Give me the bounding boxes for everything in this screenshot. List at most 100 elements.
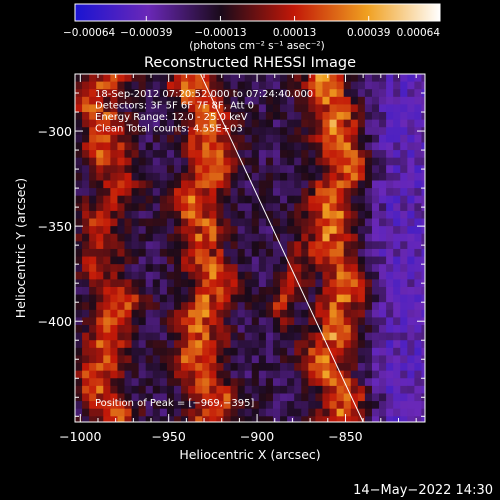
heatmap-cell: [294, 264, 302, 273]
heatmap-cell: [237, 309, 246, 318]
heatmap-cell: [265, 294, 274, 303]
heatmap-cell: [103, 150, 111, 159]
heatmap-cell: [166, 271, 175, 280]
heatmap-cell: [258, 294, 267, 303]
heatmap-cell: [230, 119, 239, 128]
heatmap-cell: [400, 302, 408, 311]
heatmap-cell: [96, 142, 104, 151]
heatmap-cell: [244, 309, 253, 318]
heatmap-cell: [195, 378, 203, 387]
heatmap-cell: [301, 256, 309, 265]
heatmap-cell: [117, 180, 125, 189]
heatmap-cell: [343, 347, 352, 356]
heatmap-cell: [371, 385, 380, 394]
heatmap-cell: [258, 309, 267, 318]
heatmap-cell: [89, 241, 97, 250]
heatmap-cell: [230, 256, 239, 265]
heatmap-cell: [202, 226, 210, 235]
heatmap-cell: [265, 119, 274, 128]
heatmap-cell: [216, 378, 224, 387]
heatmap-cell: [223, 226, 231, 235]
heatmap-cell: [322, 294, 330, 303]
heatmap-cell: [216, 74, 224, 83]
heatmap-cell: [251, 325, 260, 334]
heatmap-cell: [421, 340, 425, 349]
heatmap-cell: [364, 119, 373, 128]
heatmap-cell: [429, 120, 436, 128]
heatmap-cell: [350, 355, 359, 364]
heatmap-cell: [386, 142, 394, 151]
heatmap-cell: [117, 112, 125, 121]
heatmap-cell: [82, 104, 90, 113]
heatmap-cell: [365, 424, 372, 432]
heatmap-cell: [82, 81, 90, 90]
heatmap-cell: [223, 248, 231, 257]
heatmap-cell: [350, 279, 359, 288]
heatmap-cell: [209, 233, 217, 242]
heatmap-cell: [181, 393, 189, 402]
heatmap-cell: [280, 325, 288, 334]
heatmap-cell: [82, 248, 90, 257]
heatmap-cell: [96, 119, 104, 128]
heatmap-cell: [421, 248, 425, 257]
heatmap-cell: [308, 416, 316, 422]
heatmap-cell: [209, 408, 217, 417]
heatmap-cell: [223, 165, 231, 174]
heatmap-cell: [96, 340, 104, 349]
heatmap-cell: [357, 112, 366, 121]
heatmap-cell: [202, 112, 210, 121]
heatmap-cell: [364, 241, 373, 250]
y-axis-ticks: −300−350−400: [38, 92, 425, 417]
heatmap-cell: [131, 332, 140, 341]
heatmap-cell: [96, 332, 104, 341]
heatmap-cell: [258, 180, 267, 189]
heatmap-cell: [117, 363, 125, 372]
heatmap-cell: [138, 142, 147, 151]
heatmap-cell: [280, 81, 288, 90]
heatmap-cell: [258, 226, 267, 235]
heatmap-cell: [357, 165, 366, 174]
heatmap-cell: [89, 370, 97, 379]
heatmap-cell: [429, 97, 436, 105]
heatmap-cell: [209, 294, 217, 303]
heatmap-cell: [379, 393, 387, 402]
heatmap-cell: [173, 180, 182, 189]
heatmap-cell: [166, 256, 175, 265]
colorbar-units-label: (photons cm⁻² s⁻¹ asec⁻²): [189, 40, 324, 52]
heatmap-cell: [103, 401, 111, 410]
heatmap-cell: [343, 355, 352, 364]
heatmap-cell: [237, 226, 246, 235]
heatmap-cell: [371, 416, 380, 422]
heatmap-cell: [315, 347, 323, 356]
heatmap-cell: [364, 248, 373, 257]
heatmap-cell: [152, 256, 161, 265]
heatmap-cell: [294, 302, 302, 311]
heatmap-cell: [166, 286, 175, 295]
heatmap-cell: [386, 370, 394, 379]
heatmap-cell: [251, 393, 260, 402]
heatmap-cell: [152, 286, 161, 295]
heatmap-cell: [400, 165, 408, 174]
heatmap-cell: [272, 271, 281, 280]
heatmap-cell: [138, 210, 147, 219]
heatmap-cell: [237, 180, 246, 189]
heatmap-cell: [166, 226, 175, 235]
heatmap-cell: [429, 127, 436, 135]
heatmap-cell: [244, 81, 253, 90]
heatmap-cell: [202, 408, 210, 417]
heatmap-cell: [265, 203, 274, 212]
heatmap-cell: [195, 294, 203, 303]
heatmap-cell: [308, 378, 316, 387]
heatmap-cell: [350, 218, 359, 227]
heatmap-cell: [237, 347, 246, 356]
heatmap-cell: [223, 104, 231, 113]
heatmap-cell: [294, 74, 302, 83]
heatmap-cell: [244, 317, 253, 326]
heatmap-cell: [272, 74, 281, 83]
heatmap-cell: [96, 195, 104, 204]
heatmap-cell: [421, 370, 425, 379]
heatmap-cell: [329, 188, 338, 197]
heatmap-cell: [117, 150, 125, 159]
heatmap-cell: [258, 416, 267, 422]
heatmap-cell: [294, 172, 302, 181]
